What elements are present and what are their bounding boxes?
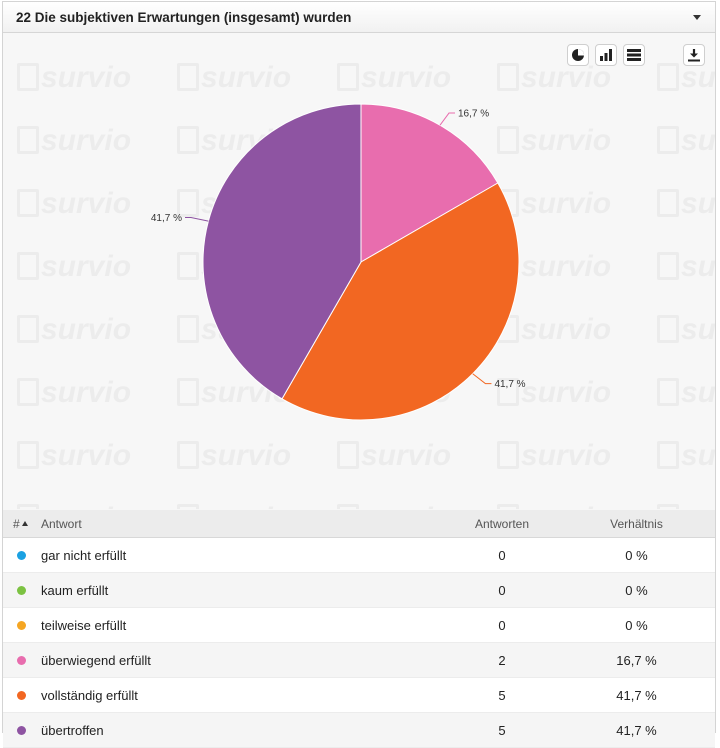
answer-count: 5 bbox=[446, 712, 558, 748]
table-view-button[interactable] bbox=[623, 44, 645, 66]
slice-leader-line bbox=[439, 112, 455, 126]
question-header[interactable]: 22 Die subjektiven Erwartungen (insgesam… bbox=[3, 2, 715, 33]
chart-toolbar bbox=[567, 44, 705, 66]
bar-chart-icon bbox=[600, 49, 612, 61]
table-row: gar nicht erfüllt 0 0 % bbox=[3, 537, 715, 573]
answer-label: teilweise erfüllt bbox=[41, 607, 446, 643]
slice-leader-line bbox=[184, 216, 209, 222]
pie-chart-button[interactable] bbox=[567, 44, 589, 66]
chevron-down-icon[interactable] bbox=[693, 15, 701, 20]
color-dot bbox=[17, 585, 26, 595]
table-row: übertroffen 5 41,7 % bbox=[3, 712, 715, 748]
answer-ratio: 16,7 % bbox=[558, 642, 715, 678]
answer-ratio: 41,7 % bbox=[558, 677, 715, 713]
pie-slice[interactable] bbox=[202, 103, 362, 400]
sort-ascending-icon bbox=[21, 520, 28, 526]
slice-data-label: 41,7 % bbox=[494, 379, 525, 390]
table-row: vollständig erfüllt 5 41,7 % bbox=[3, 677, 715, 713]
answer-count: 0 bbox=[446, 537, 558, 573]
answer-label: gar nicht erfüllt bbox=[41, 537, 446, 573]
column-number-label: # bbox=[13, 516, 20, 531]
column-count[interactable]: Antworten bbox=[446, 510, 558, 538]
table-row: überwiegend erfüllt 2 16,7 % bbox=[3, 642, 715, 678]
color-dot bbox=[17, 690, 26, 700]
table-row: kaum erfüllt 0 0 % bbox=[3, 572, 715, 608]
answer-label: überwiegend erfüllt bbox=[41, 642, 446, 678]
color-dot bbox=[17, 655, 26, 665]
color-dot bbox=[17, 620, 26, 630]
table-header-row: # Antwort Antworten Verhältnis bbox=[3, 510, 715, 538]
table-view-icon bbox=[627, 49, 641, 61]
pie-slice[interactable] bbox=[281, 182, 520, 421]
bar-chart-button[interactable] bbox=[595, 44, 617, 66]
answer-count: 2 bbox=[446, 642, 558, 678]
pie-slice[interactable] bbox=[360, 103, 499, 263]
answer-count: 0 bbox=[446, 607, 558, 643]
pie-chart-icon bbox=[572, 49, 584, 61]
slice-data-label: 41,7 % bbox=[151, 213, 182, 224]
pie-chart: 16,7 % 41,7 % 41,7 % bbox=[151, 103, 526, 421]
column-number[interactable]: # bbox=[3, 510, 41, 538]
answer-label: kaum erfüllt bbox=[41, 572, 446, 608]
color-dot bbox=[17, 725, 26, 735]
answer-ratio: 0 % bbox=[558, 537, 715, 573]
answer-label: vollständig erfüllt bbox=[41, 677, 446, 713]
download-button[interactable] bbox=[683, 44, 705, 66]
download-icon bbox=[688, 49, 700, 62]
slice-leader-line bbox=[472, 373, 492, 385]
answer-ratio: 0 % bbox=[558, 572, 715, 608]
table-row: teilweise erfüllt 0 0 % bbox=[3, 607, 715, 643]
answer-label: übertroffen bbox=[41, 712, 446, 748]
answer-ratio: 41,7 % bbox=[558, 712, 715, 748]
answer-count: 0 bbox=[446, 572, 558, 608]
question-title: 22 Die subjektiven Erwartungen (insgesam… bbox=[16, 9, 352, 25]
column-ratio[interactable]: Verhältnis bbox=[558, 510, 715, 538]
color-dot bbox=[17, 550, 26, 560]
slice-data-label: 16,7 % bbox=[458, 109, 489, 120]
answer-ratio: 0 % bbox=[558, 607, 715, 643]
column-answer[interactable]: Antwort bbox=[41, 510, 446, 538]
answer-count: 5 bbox=[446, 677, 558, 713]
answers-table: # Antwort Antworten Verhältnis gar nicht… bbox=[3, 510, 715, 748]
